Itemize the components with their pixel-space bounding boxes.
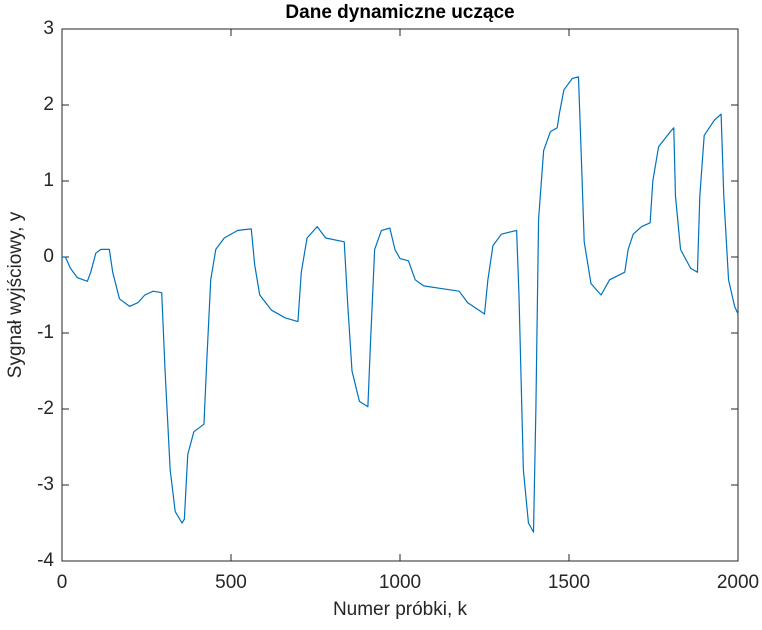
x-tick-label: 1000 [379, 572, 421, 593]
y-tick-label: 0 [43, 246, 54, 267]
x-tick-label: 1500 [548, 572, 590, 593]
chart-title: Dane dynamiczne uczące [285, 2, 514, 23]
x-tick-label: 2000 [717, 572, 759, 593]
y-tick-label: 1 [43, 170, 54, 191]
y-tick-label: -1 [37, 322, 54, 343]
y-tick-label: -2 [37, 398, 54, 419]
y-tick-label: -4 [37, 550, 54, 571]
y-axis-label: Sygnał wyjściowy, y [5, 211, 26, 378]
y-tick-label: 3 [43, 18, 54, 39]
data-line [62, 76, 739, 533]
x-axis-label: Numer próbki, k [333, 599, 468, 620]
y-tick-label: 2 [43, 94, 54, 115]
x-tick-label: 500 [215, 572, 247, 593]
x-tick-label: 0 [57, 572, 68, 593]
y-tick-label: -3 [37, 474, 54, 495]
plot-area [61, 28, 739, 562]
